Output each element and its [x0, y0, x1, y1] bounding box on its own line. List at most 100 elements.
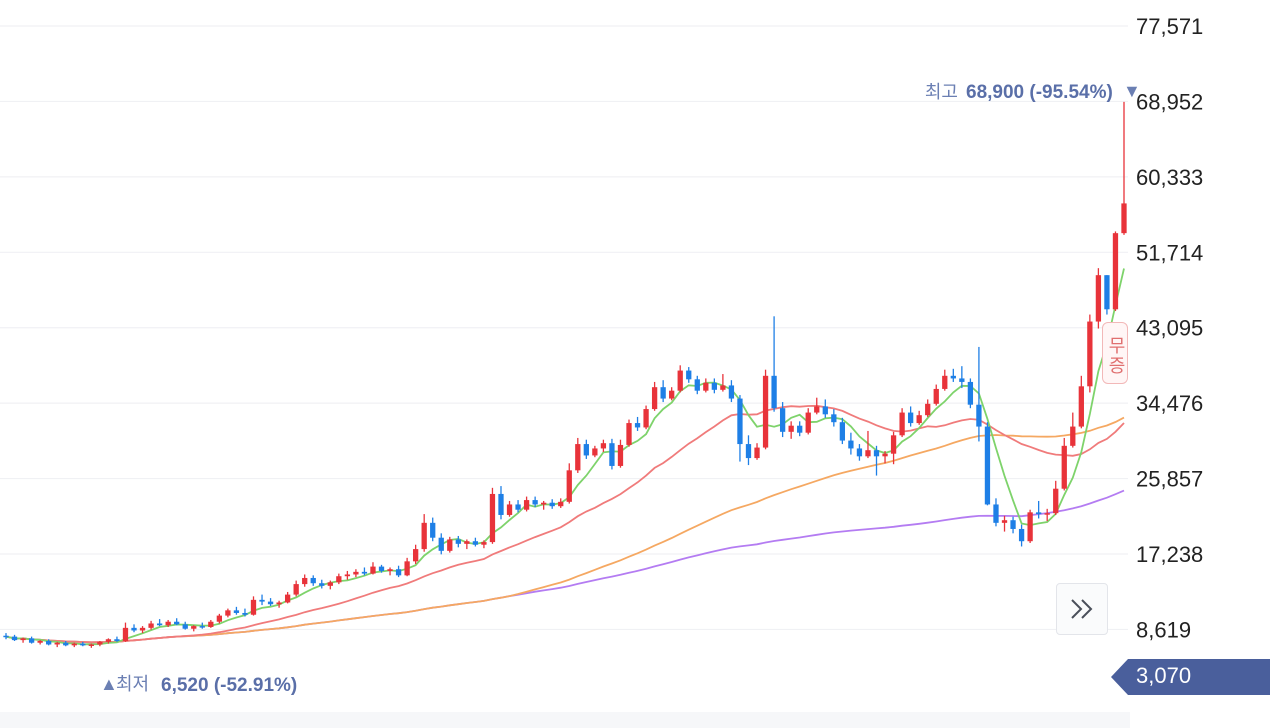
- candle-body: [1010, 520, 1016, 529]
- candle-body: [336, 576, 342, 583]
- candle-body: [489, 493, 496, 543]
- low-annotation: ▲ 최저 6,520 (-52.91%): [100, 674, 297, 696]
- candle-body: [1112, 233, 1119, 310]
- candle-body: [1018, 528, 1025, 542]
- candles: [3, 101, 1127, 648]
- candle-body: [216, 615, 223, 622]
- candle-body: [916, 415, 922, 424]
- candle-body: [899, 412, 905, 436]
- ma20-line: [5, 404, 1125, 644]
- candle-body: [20, 638, 26, 641]
- candle-body: [199, 626, 205, 628]
- candle-body: [191, 626, 197, 629]
- y-tick-label: 68,952: [1136, 89, 1203, 114]
- current-price-value: 3,070: [1136, 663, 1192, 688]
- grid-lines: [0, 25, 1128, 631]
- candle-body: [1095, 275, 1102, 322]
- candle-body: [1044, 513, 1050, 515]
- candle-body: [472, 541, 479, 545]
- candle-body: [865, 450, 871, 457]
- candle-body: [925, 403, 931, 416]
- candle-body: [114, 639, 120, 641]
- candle-body: [506, 504, 513, 515]
- candle-body: [156, 623, 163, 626]
- candle-body: [677, 370, 683, 391]
- candle-body: [762, 375, 769, 448]
- candle-body: [105, 639, 112, 642]
- candle-body: [80, 643, 86, 646]
- candle-body: [669, 390, 675, 399]
- candle-body: [259, 599, 265, 602]
- high-value: 68,900 (-95.54%): [966, 82, 1113, 103]
- candle-body: [1078, 386, 1084, 427]
- candle-body: [848, 440, 854, 449]
- candle-body: [532, 500, 538, 505]
- candle-body: [660, 387, 666, 399]
- candle-body: [959, 378, 965, 382]
- candle-body: [754, 447, 760, 459]
- candle-body: [455, 539, 461, 544]
- moving-average-lines: [5, 268, 1125, 646]
- ma120-line: [5, 489, 1125, 644]
- candle-body: [856, 448, 863, 457]
- candle-body: [97, 641, 103, 645]
- candle-body: [1036, 512, 1042, 515]
- candle-body: [344, 574, 351, 577]
- ma5-line: [5, 268, 1125, 646]
- candle-body: [28, 638, 35, 643]
- candle-body: [430, 522, 436, 538]
- candle-body: [583, 444, 589, 456]
- y-tick-label: 60,333: [1136, 165, 1203, 190]
- candle-body: [387, 569, 393, 571]
- candle-body: [814, 406, 820, 413]
- time-axis-strip: [0, 712, 1130, 728]
- candle-body: [11, 636, 18, 641]
- candle-body: [319, 583, 325, 586]
- candle-body: [541, 502, 547, 505]
- candle-body: [242, 612, 248, 615]
- candle-body: [882, 453, 888, 457]
- candle-body: [421, 522, 427, 550]
- candle-body: [873, 450, 880, 457]
- candle-body: [378, 566, 385, 571]
- candle-body: [779, 408, 786, 432]
- candle-body: [293, 584, 299, 595]
- candle-body: [165, 621, 171, 626]
- candle-body: [404, 561, 410, 576]
- double-chevron-right-icon: [1071, 599, 1093, 619]
- y-axis: 77,571 68,952 60,333 51,714 43,095 34,476 25,8…: [1136, 14, 1203, 642]
- candle-body: [413, 549, 419, 562]
- candle-body: [1001, 520, 1008, 523]
- y-tick-label: 8,619: [1136, 617, 1191, 642]
- y-tick-label: 25,857: [1136, 467, 1203, 492]
- candle-body: [788, 425, 794, 432]
- candle-body: [284, 594, 291, 603]
- candle-body: [984, 426, 991, 505]
- candle-body: [498, 493, 504, 515]
- candle-body: [643, 409, 649, 428]
- candle-body: [1070, 426, 1076, 446]
- low-label: 최저: [116, 674, 149, 694]
- scroll-to-latest-button[interactable]: [1056, 583, 1108, 635]
- candle-body: [310, 577, 316, 584]
- candle-body: [148, 623, 154, 628]
- candle-body: [225, 610, 231, 616]
- current-price-tag-shape: [1111, 659, 1270, 695]
- candle-body: [63, 642, 69, 646]
- candle-body: [438, 537, 444, 551]
- candle-body: [549, 502, 555, 507]
- y-tick-label: 43,095: [1136, 316, 1203, 341]
- high-marker: ▼: [1123, 81, 1141, 101]
- candle-body: [907, 412, 914, 424]
- candle-body: [609, 443, 615, 466]
- y-tick-label: 17,238: [1136, 542, 1203, 567]
- candle-body: [174, 621, 180, 625]
- candle-body: [967, 381, 974, 405]
- candle-body: [839, 422, 846, 441]
- candle-body: [686, 370, 692, 380]
- candle-body: [233, 610, 240, 613]
- candle-body: [447, 539, 453, 551]
- candle-body: [1053, 488, 1059, 514]
- y-tick-label: 51,714: [1136, 240, 1203, 265]
- candle-body: [694, 379, 700, 391]
